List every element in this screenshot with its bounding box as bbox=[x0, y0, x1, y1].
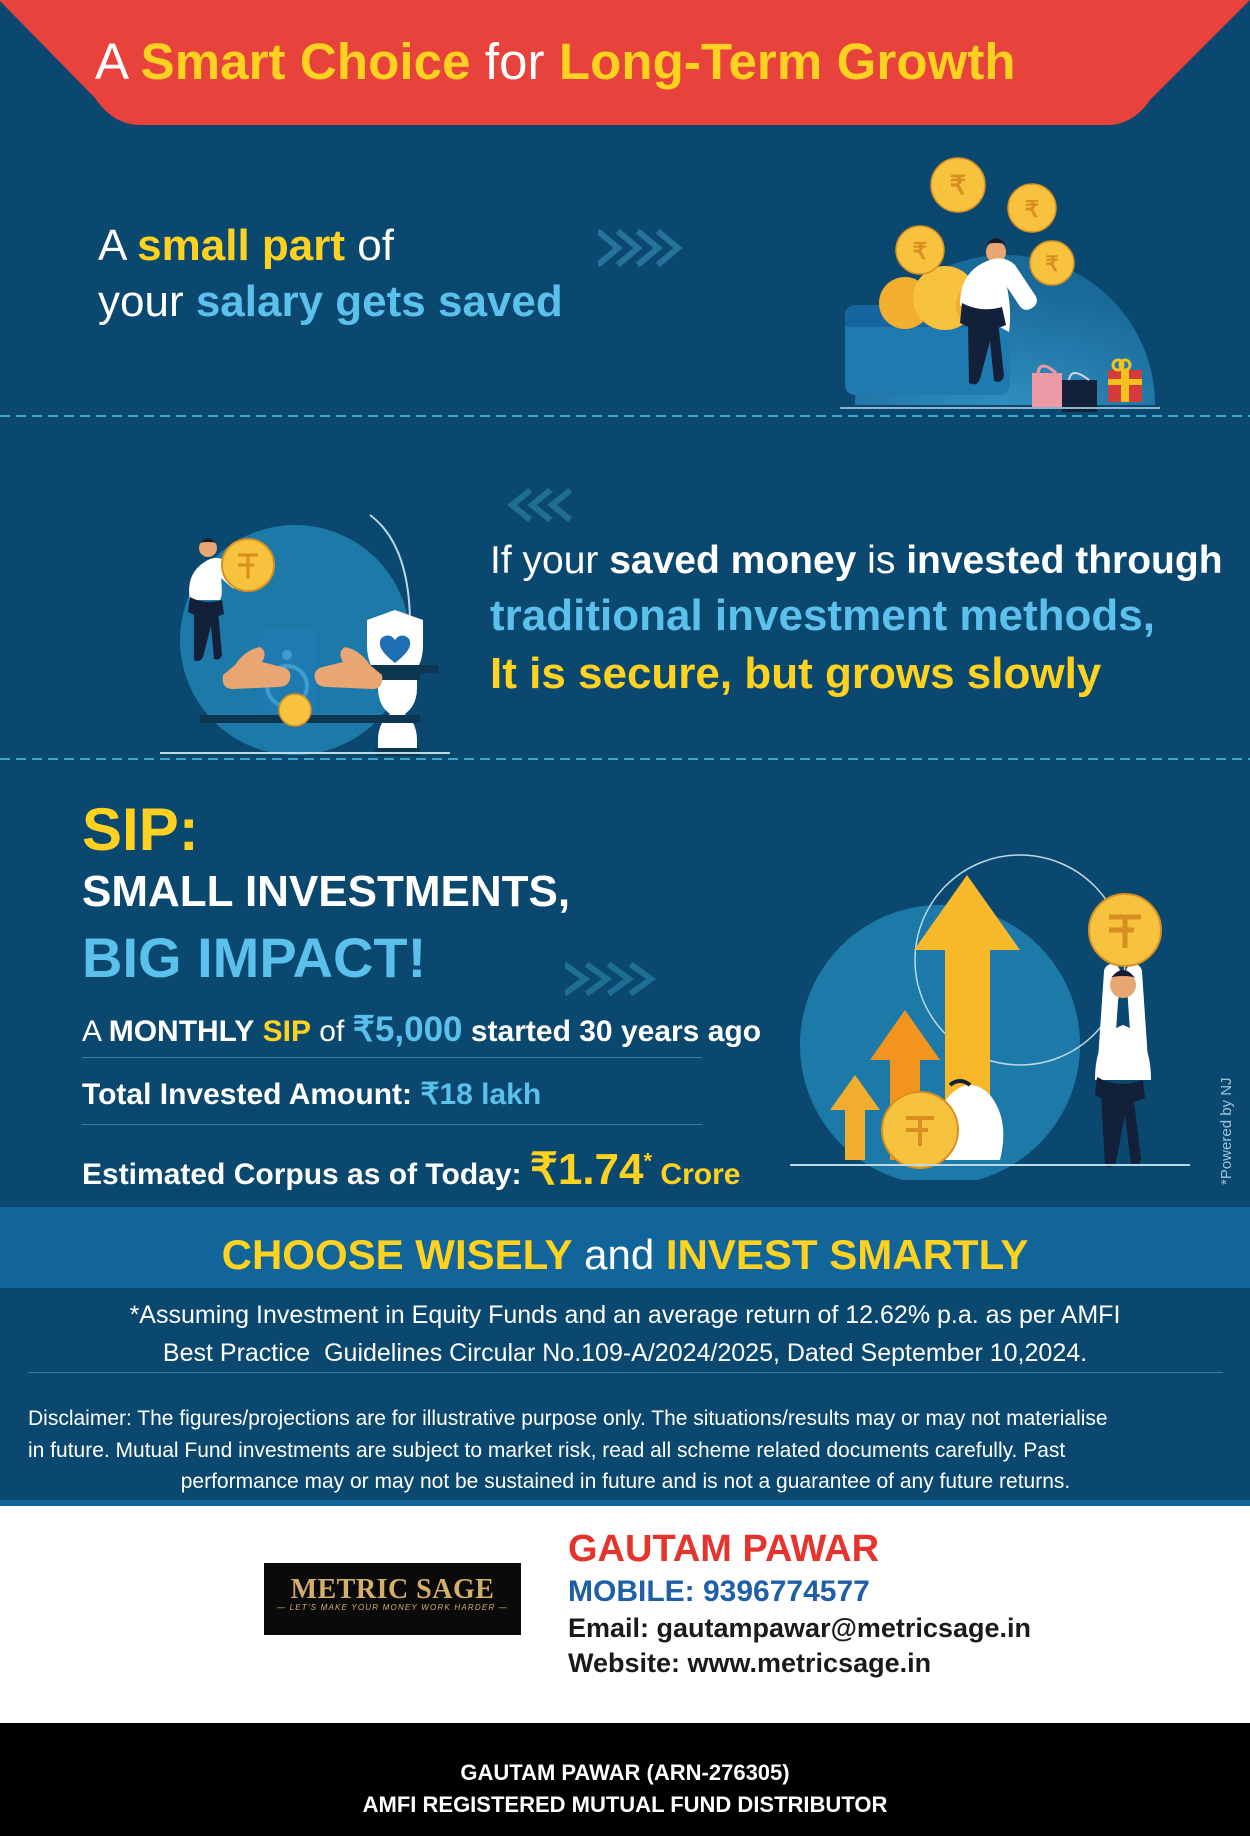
svg-text:₹: ₹ bbox=[950, 170, 967, 200]
svg-text:₹: ₹ bbox=[1045, 253, 1058, 276]
svg-text:₹: ₹ bbox=[1025, 196, 1040, 222]
svg-text:₹: ₹ bbox=[913, 238, 928, 264]
